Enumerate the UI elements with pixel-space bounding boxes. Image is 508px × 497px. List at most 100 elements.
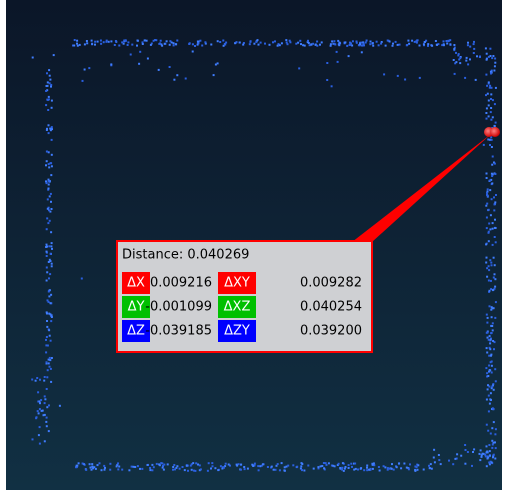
point (172, 466, 174, 468)
point (494, 278, 496, 280)
point (42, 410, 44, 412)
point (433, 457, 435, 459)
point (492, 99, 494, 101)
point (488, 444, 490, 446)
point (491, 264, 493, 266)
point (254, 463, 256, 465)
point (481, 456, 483, 458)
point (342, 462, 344, 464)
point (49, 75, 51, 77)
point (313, 468, 315, 470)
point (299, 40, 301, 42)
point (352, 40, 354, 42)
point (214, 467, 216, 469)
point (151, 464, 153, 466)
point (212, 465, 214, 467)
point (191, 469, 193, 471)
point (383, 73, 385, 75)
point (81, 278, 83, 280)
point (281, 42, 283, 44)
point (487, 195, 489, 197)
point (489, 189, 491, 191)
point (297, 42, 299, 44)
point (356, 42, 358, 44)
point (488, 365, 490, 367)
point (489, 348, 491, 350)
point (363, 43, 365, 45)
point (307, 465, 309, 467)
point (489, 398, 491, 400)
point (190, 465, 192, 467)
point (427, 45, 429, 47)
point (50, 162, 52, 164)
point (77, 45, 79, 47)
point (259, 465, 261, 467)
point (51, 248, 53, 250)
point (104, 467, 106, 469)
point (153, 466, 155, 468)
point (492, 55, 494, 57)
point (46, 271, 48, 273)
point (493, 209, 495, 211)
point (147, 464, 149, 466)
point (211, 462, 213, 464)
point (82, 463, 84, 465)
point (417, 469, 419, 471)
point (485, 243, 487, 245)
point (32, 438, 34, 440)
point (46, 280, 48, 282)
point (490, 433, 492, 435)
point (330, 43, 332, 45)
point (94, 41, 96, 43)
point (154, 39, 156, 41)
point (138, 63, 140, 65)
point (389, 468, 391, 470)
point (133, 466, 135, 468)
point (494, 433, 496, 435)
point (430, 44, 432, 46)
point (360, 467, 362, 469)
point (48, 179, 50, 181)
point (348, 464, 350, 466)
point (142, 43, 144, 45)
point (76, 43, 78, 45)
point (300, 465, 302, 467)
point (326, 62, 328, 64)
point (490, 111, 492, 113)
point (411, 40, 413, 42)
point (303, 470, 305, 472)
point (48, 188, 50, 190)
point (494, 219, 496, 221)
point (469, 46, 471, 48)
point (492, 156, 494, 158)
point (149, 467, 151, 469)
point (199, 464, 201, 466)
point (300, 43, 302, 45)
point (46, 246, 48, 248)
point (455, 52, 457, 54)
point (110, 63, 112, 65)
point (50, 201, 52, 203)
point (187, 470, 189, 472)
point (466, 57, 468, 59)
point (35, 380, 37, 382)
point (323, 467, 325, 469)
point (45, 421, 47, 423)
point (490, 309, 492, 311)
point (149, 469, 151, 471)
point (121, 469, 123, 471)
point (495, 87, 497, 89)
point (491, 386, 493, 388)
point (43, 414, 45, 416)
point (47, 198, 49, 200)
point (49, 195, 51, 197)
point (158, 69, 160, 71)
point (395, 41, 397, 43)
point (279, 44, 281, 46)
point (51, 107, 53, 109)
point (486, 173, 488, 175)
point (341, 467, 343, 469)
point (492, 222, 494, 224)
point (49, 359, 51, 361)
point (487, 375, 489, 377)
